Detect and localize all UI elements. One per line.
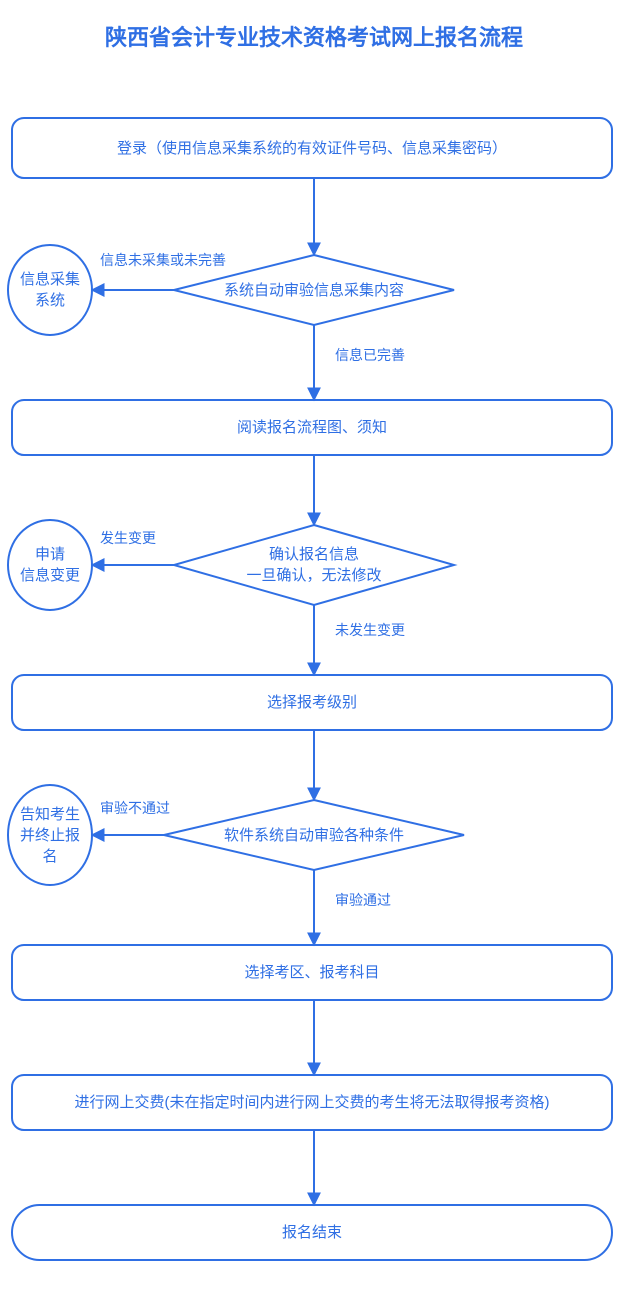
- edge-label-8: 审验通过: [335, 890, 391, 910]
- node-text-info_system: 信息采集系统: [8, 245, 92, 335]
- node-text-reject: 告知考生并终止报名: [8, 785, 92, 885]
- edge-label-4: 发生变更: [100, 528, 156, 548]
- node-text-confirm: 确认报名信息一旦确认，无法修改: [174, 525, 454, 605]
- node-text-pay: 进行网上交费(未在指定时间内进行网上交费的考生将无法取得报考资格): [12, 1075, 612, 1130]
- node-text-end: 报名结束: [12, 1205, 612, 1260]
- node-text-login: 登录（使用信息采集系统的有效证件号码、信息采集密码）: [12, 118, 612, 178]
- edge-label-5: 未发生变更: [335, 620, 405, 640]
- edge-label-7: 审验不通过: [100, 798, 170, 818]
- node-text-soft_verify: 软件系统自动审验各种条件: [164, 800, 464, 870]
- edge-label-1: 信息未采集或未完善: [100, 250, 226, 270]
- node-text-select_zone: 选择考区、报考科目: [12, 945, 612, 1000]
- node-text-read_notice: 阅读报名流程图、须知: [12, 400, 612, 455]
- node-text-apply_change: 申请信息变更: [8, 520, 92, 610]
- edge-label-2: 信息已完善: [335, 345, 405, 365]
- node-text-select_level: 选择报考级别: [12, 675, 612, 730]
